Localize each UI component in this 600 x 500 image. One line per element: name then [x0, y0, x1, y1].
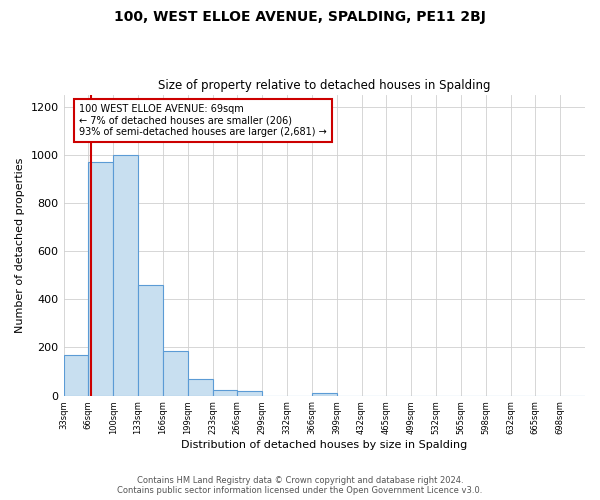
Title: Size of property relative to detached houses in Spalding: Size of property relative to detached ho… — [158, 79, 491, 92]
X-axis label: Distribution of detached houses by size in Spalding: Distribution of detached houses by size … — [181, 440, 467, 450]
Bar — [312, 393, 337, 396]
Bar — [238, 391, 262, 396]
Bar — [163, 351, 188, 396]
Bar — [64, 354, 88, 396]
Bar — [212, 390, 238, 396]
Text: 100, WEST ELLOE AVENUE, SPALDING, PE11 2BJ: 100, WEST ELLOE AVENUE, SPALDING, PE11 2… — [114, 10, 486, 24]
Y-axis label: Number of detached properties: Number of detached properties — [15, 158, 25, 333]
Bar — [113, 155, 138, 396]
Bar — [138, 285, 163, 396]
Text: 100 WEST ELLOE AVENUE: 69sqm
← 7% of detached houses are smaller (206)
93% of se: 100 WEST ELLOE AVENUE: 69sqm ← 7% of det… — [79, 104, 327, 137]
Bar — [188, 378, 212, 396]
Text: Contains HM Land Registry data © Crown copyright and database right 2024.
Contai: Contains HM Land Registry data © Crown c… — [118, 476, 482, 495]
Bar — [88, 162, 113, 396]
